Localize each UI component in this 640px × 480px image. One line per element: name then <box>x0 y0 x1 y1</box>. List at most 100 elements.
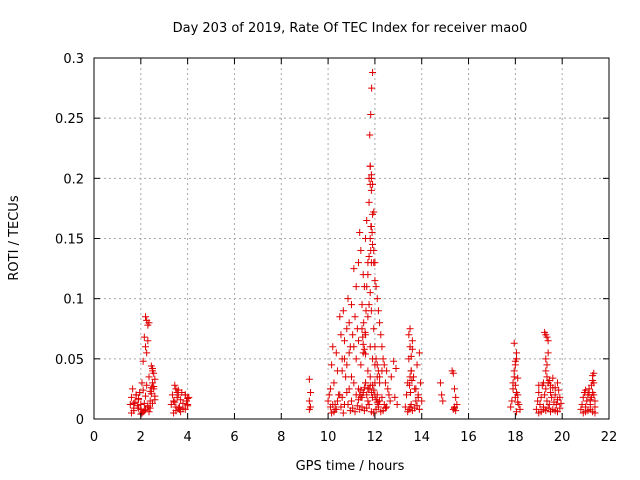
data-point <box>543 333 551 341</box>
data-point <box>338 367 346 375</box>
data-point <box>339 409 347 417</box>
x-tick-label: 4 <box>183 430 191 445</box>
data-point <box>140 333 148 341</box>
data-point <box>359 333 367 341</box>
data-point <box>171 381 179 389</box>
data-point <box>438 391 446 399</box>
data-point <box>368 228 376 236</box>
data-point <box>349 404 357 412</box>
data-point <box>127 393 135 401</box>
x-tick-label: 6 <box>230 430 238 445</box>
data-point <box>546 381 554 389</box>
data-point <box>412 385 420 393</box>
data-point <box>373 295 381 303</box>
data-point <box>330 379 338 387</box>
data-point <box>145 408 153 416</box>
data-point <box>363 216 371 224</box>
data-point <box>372 283 380 291</box>
data-point <box>390 357 398 365</box>
data-point <box>509 385 517 393</box>
data-point <box>551 384 559 392</box>
data-point <box>363 283 371 291</box>
data-point <box>557 399 565 407</box>
data-point <box>436 379 444 387</box>
data-point <box>551 391 559 399</box>
data-point <box>510 339 518 347</box>
data-point <box>406 381 414 389</box>
data-point <box>359 340 367 348</box>
data-point <box>508 397 516 405</box>
data-point <box>590 391 598 399</box>
data-point <box>340 355 348 363</box>
data-point <box>360 384 368 392</box>
data-point <box>140 399 148 407</box>
x-tick-label: 12 <box>367 430 384 445</box>
data-point <box>149 364 157 372</box>
y-tick-label: 0.2 <box>63 172 84 187</box>
data-point <box>340 337 348 345</box>
data-point <box>343 389 351 397</box>
data-point <box>546 389 554 397</box>
data-point <box>142 343 149 351</box>
data-point <box>589 376 597 384</box>
data-point <box>351 313 359 321</box>
data-point <box>513 408 521 416</box>
data-point <box>325 391 333 399</box>
data-point <box>407 352 415 360</box>
data-point <box>406 389 414 397</box>
data-point <box>358 325 366 333</box>
data-point <box>407 367 415 375</box>
data-point <box>132 391 140 399</box>
data-point <box>556 393 564 401</box>
data-point <box>326 385 334 393</box>
data-point <box>370 325 378 333</box>
data-point <box>151 392 159 400</box>
data-point <box>369 68 377 76</box>
y-tick-label: 0.3 <box>63 52 84 67</box>
data-point <box>150 369 158 377</box>
data-point <box>367 307 375 315</box>
data-point <box>537 393 545 401</box>
data-point <box>582 386 590 394</box>
data-point <box>367 259 375 267</box>
data-point <box>591 403 599 411</box>
data-point <box>332 405 340 413</box>
data-point <box>175 403 183 411</box>
data-point <box>355 337 363 345</box>
data-point <box>348 397 355 405</box>
data-point <box>371 343 379 351</box>
data-point <box>172 385 180 393</box>
data-point <box>352 355 360 363</box>
data-point <box>535 381 543 389</box>
data-point <box>408 376 416 384</box>
data-point <box>387 373 395 381</box>
data-point <box>372 355 380 363</box>
data-point <box>139 357 147 365</box>
data-point <box>329 343 337 351</box>
x-tick-label: 8 <box>277 430 285 445</box>
data-point <box>358 403 366 411</box>
data-points <box>126 68 599 418</box>
data-point <box>386 397 394 405</box>
data-point <box>367 186 375 194</box>
data-point <box>377 331 385 339</box>
data-point <box>366 131 374 139</box>
data-point <box>170 397 178 405</box>
data-point <box>392 364 400 372</box>
data-point <box>333 397 341 405</box>
data-point <box>369 241 377 249</box>
data-point <box>145 319 153 327</box>
data-point <box>543 361 551 369</box>
data-point <box>367 171 375 179</box>
data-point <box>184 395 192 403</box>
data-point <box>556 404 564 412</box>
data-point <box>179 404 187 412</box>
data-point <box>406 373 414 381</box>
data-point <box>350 379 358 387</box>
data-point <box>511 393 519 401</box>
data-point <box>149 379 157 387</box>
data-point <box>413 361 421 369</box>
data-point <box>510 367 518 375</box>
data-point <box>365 253 373 261</box>
data-point <box>145 373 153 381</box>
